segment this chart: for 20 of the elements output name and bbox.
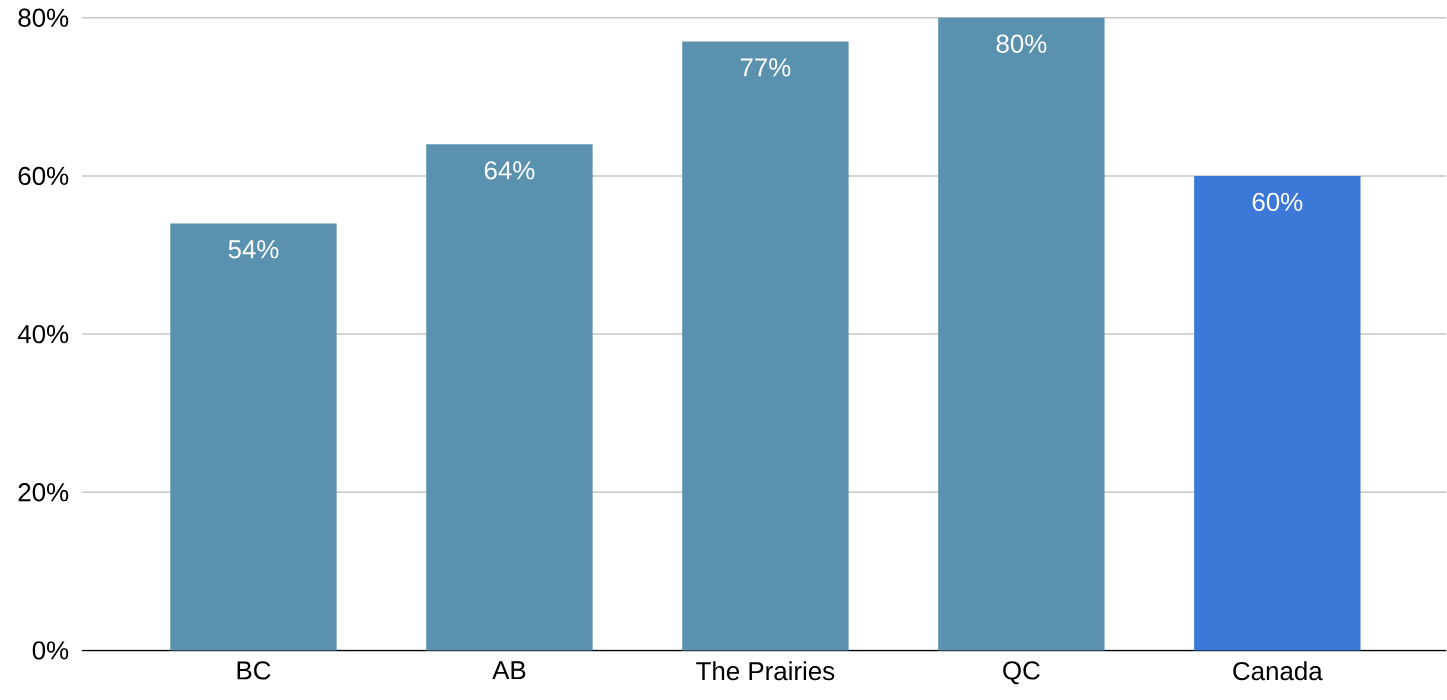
x-tick-label: AB xyxy=(492,661,526,679)
data-label: 54% xyxy=(228,240,279,259)
y-tick-label: 80% xyxy=(18,8,69,27)
x-tick-label: The Prairies xyxy=(696,661,835,681)
data-label: 80% xyxy=(996,34,1047,53)
y-tick-label: 0% xyxy=(32,641,69,660)
bar xyxy=(938,17,1105,651)
data-label: 77% xyxy=(740,58,791,77)
x-tick-label: Canada xyxy=(1233,661,1323,681)
data-label: 64% xyxy=(484,160,535,180)
y-tick-label: 60% xyxy=(18,166,69,185)
bar xyxy=(170,223,337,651)
bar xyxy=(1194,175,1361,651)
bar xyxy=(682,41,849,651)
y-tick-label: 20% xyxy=(18,482,69,502)
x-tick-label: QC xyxy=(1003,661,1040,685)
bar xyxy=(426,144,593,651)
data-label: 60% xyxy=(1252,192,1303,211)
y-tick-label: 40% xyxy=(17,324,69,344)
x-tick-label: BC xyxy=(237,661,271,680)
